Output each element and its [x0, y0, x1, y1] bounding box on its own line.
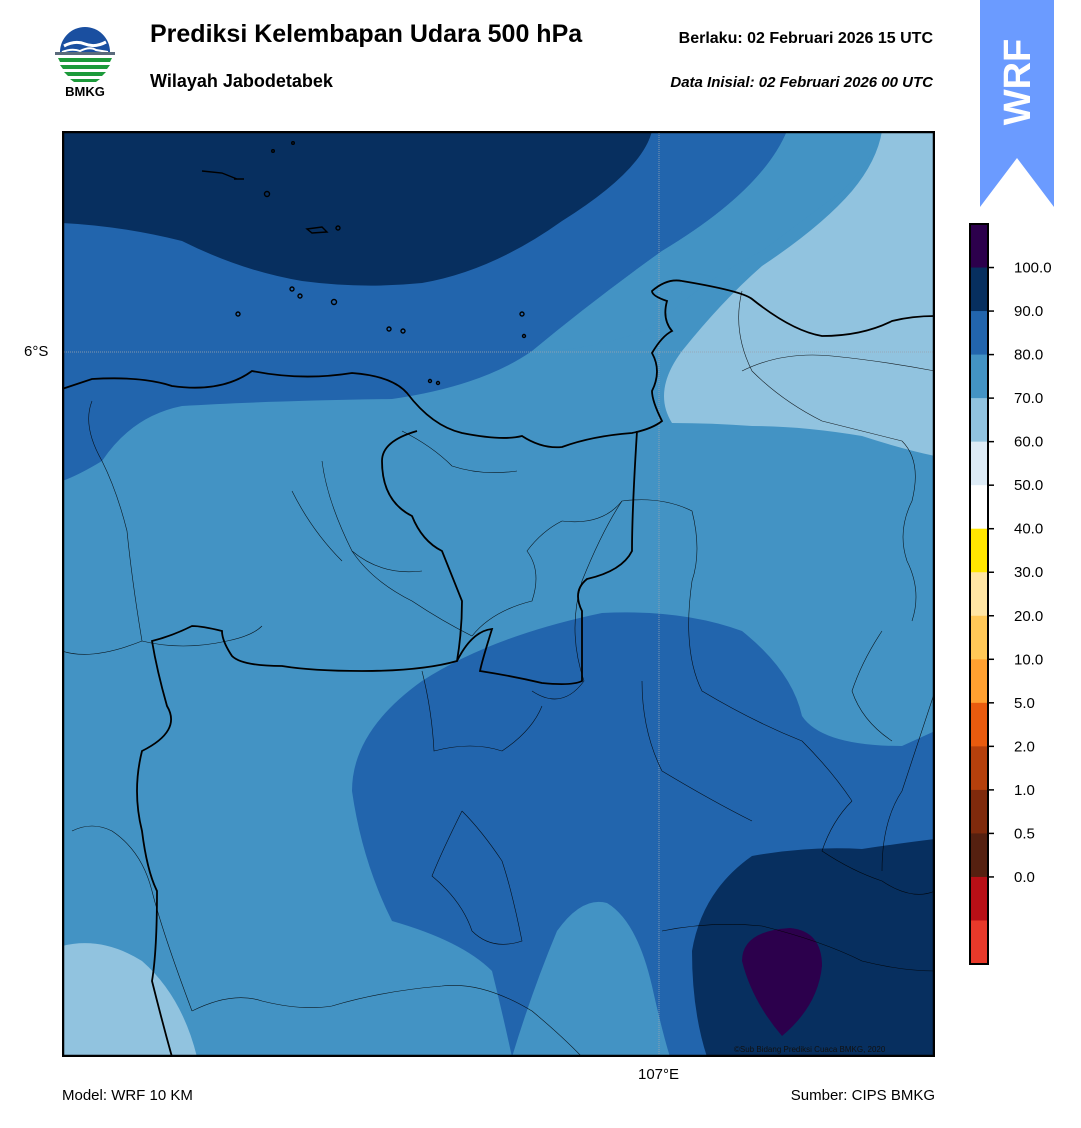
colorbar-swatch — [970, 485, 988, 530]
bmkg-logo-text: BMKG — [65, 84, 105, 99]
band-100-plus-southeast — [742, 928, 822, 1036]
colorbar-frame — [969, 223, 989, 965]
colorbar-swatch — [970, 354, 988, 399]
colorbar-swatch — [970, 833, 988, 878]
colorbar-swatch — [970, 920, 988, 965]
colorbar-swatch — [970, 789, 988, 834]
colorbar-tick-label: 10.0 — [1014, 651, 1043, 668]
latitude-label: 6°S — [24, 343, 49, 360]
humidity-colorbar: 100.0 90.0 80.0 70.0 60.0 50.0 40.0 30.0 20.0 10.… — [969, 223, 1052, 965]
thousand-islands — [201, 140, 527, 386]
colorbar-tick-label: 80.0 — [1014, 347, 1043, 364]
colorbar-swatch — [970, 441, 988, 486]
colorbar-swatch — [970, 398, 988, 443]
colorbar-tick-label: 60.0 — [1014, 434, 1043, 451]
colorbar-swatch — [970, 876, 988, 921]
wrf-badge-text: WRF — [997, 39, 1039, 126]
model-info: Model: WRF 10 KM — [62, 1087, 193, 1104]
colorbar-swatch — [970, 746, 988, 791]
map-title: Prediksi Kelembapan Udara 500 hPa — [150, 20, 583, 48]
band-90-100-north — [62, 131, 652, 286]
regency-boundaries — [62, 290, 935, 1057]
colorbar-tick-label: 1.0 — [1014, 782, 1035, 799]
colorbar-tick-label: 100.0 — [1014, 260, 1052, 277]
colorbar-tick-label: 5.0 — [1014, 695, 1035, 712]
colorbar-tick-label: 0.5 — [1014, 825, 1035, 842]
bmkg-logo-icon — [55, 27, 115, 82]
colorbar-tick-label: 20.0 — [1014, 608, 1043, 625]
copyright-note: ©Sub Bidang Prediksi Cuaca BMKG, 2020 — [734, 1045, 886, 1054]
colorbar-swatch — [970, 572, 988, 617]
colorbar-tick-label: 30.0 — [1014, 564, 1043, 581]
colorbar-swatch — [970, 528, 988, 573]
colorbar-swatch — [970, 615, 988, 660]
colorbar-swatch — [970, 659, 988, 704]
colorbar-swatch — [970, 311, 988, 356]
init-time: Data Inisial: 02 Februari 2026 00 UTC — [670, 74, 933, 91]
wrf-arrow-badge-icon: WRF — [980, 0, 1054, 207]
colorbar-tick-label: 90.0 — [1014, 303, 1043, 320]
colorbar-tick-label: 40.0 — [1014, 521, 1043, 538]
colorbar-tick-label: 2.0 — [1014, 738, 1035, 755]
band-60-70-southwest — [62, 943, 197, 1057]
humidity-map — [62, 131, 935, 1057]
longitude-label: 107°E — [638, 1066, 680, 1083]
band-70-80-south-bump — [512, 901, 670, 1057]
colorbar-swatch — [970, 267, 988, 312]
map-frame — [62, 131, 935, 1057]
colorbar-swatch — [970, 224, 988, 269]
colorbar-tick-label: 0.0 — [1014, 869, 1035, 886]
band-70-80-northeast — [532, 131, 882, 353]
colorbar-tick-label: 50.0 — [1014, 477, 1043, 494]
valid-time: Berlaku: 02 Februari 2026 15 UTC — [678, 30, 933, 47]
band-60-70-northeast — [664, 131, 935, 456]
colorbar-swatch — [970, 702, 988, 747]
province-boundaries — [62, 279, 935, 1057]
region-subtitle: Wilayah Jabodetabek — [150, 71, 333, 91]
colorbar-tick-label: 70.0 — [1014, 390, 1043, 407]
source-info: Sumber: CIPS BMKG — [790, 1087, 935, 1104]
